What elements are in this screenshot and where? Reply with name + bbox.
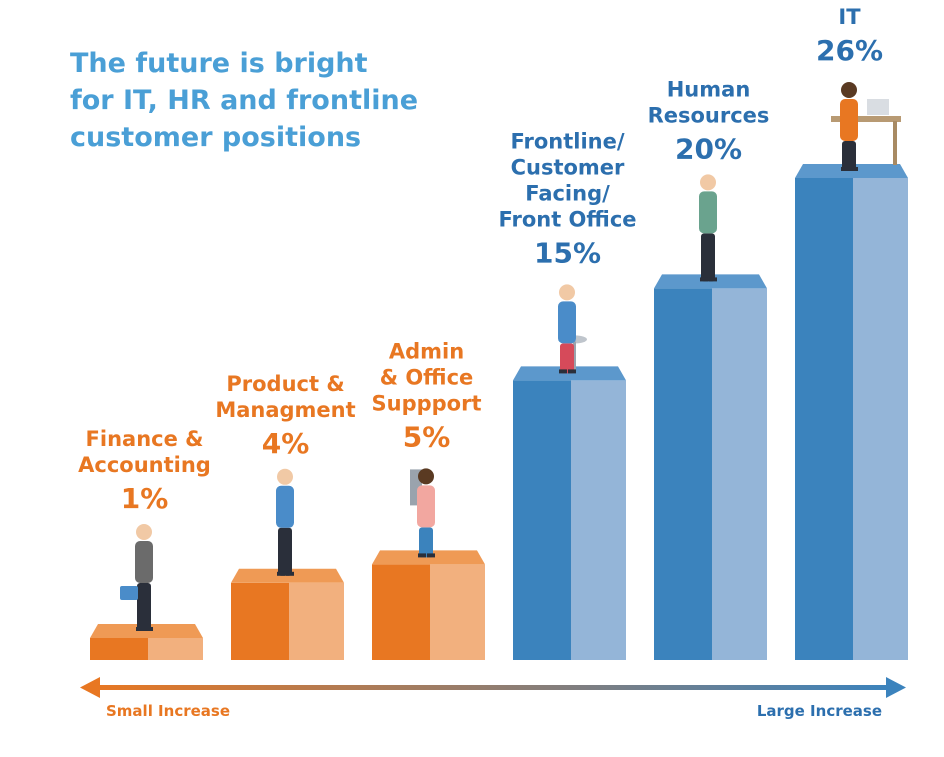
bar-label-2: 4% Product &Managment [215,372,355,460]
bar-category-label: Front Office [498,207,636,231]
bar-front [513,380,571,660]
axis-label-large: Large Increase [757,702,882,720]
bar-value-label: 1% [121,482,169,515]
bar-label-6: 26% IT [816,5,883,67]
bar-5 [654,174,767,660]
bar-value-label: 26% [816,34,883,67]
bar-side [289,582,344,660]
person-woman-office-chair-icon [410,468,435,558]
bar-front [90,638,148,660]
bar-side [853,178,908,660]
bar-category-label: & Office [380,365,474,389]
title-line-2: for IT, HR and frontline [70,85,418,116]
bar-category-label: Product & [226,372,344,396]
person-woman-stool-phone-icon [558,284,587,374]
bar-value-label: 5% [403,420,451,453]
bar-category-label: Facing/ [525,181,610,205]
title-line-3: customer positions [70,122,361,153]
bar-1 [90,524,203,660]
bars-group [90,82,908,660]
bar-front [372,564,430,660]
axis-line [94,685,892,690]
axis-label-small: Small Increase [106,702,230,720]
bar-3 [372,468,485,660]
bar-category-label: Finance & [86,427,204,451]
person-man-laptop-desk-icon [831,82,901,171]
title-line-1: The future is bright [70,48,368,79]
axis-arrow-right-icon [886,677,906,698]
bar-front [231,582,289,660]
bar-value-label: 20% [675,132,742,165]
bar-side [430,564,485,660]
bar-category-label: IT [838,5,861,29]
bar-front [654,288,712,660]
increase-axis: Small Increase Large Increase [80,677,906,720]
bar-labels-group: 1% Finance &Accounting 4% Product &Managmen… [78,5,883,515]
bar-6 [795,82,908,660]
person-woman-presenting-icon [276,468,294,576]
bar-front [795,178,853,660]
bar-category-label: Admin [389,339,464,363]
axis-arrow-left-icon [80,677,100,698]
chart-title: The future is bright for IT, HR and fron… [70,48,418,153]
person-man-on-phone-icon [699,174,717,282]
bar-value-label: 4% [262,427,310,460]
bar-side [571,380,626,660]
bar-category-label: Human [667,77,751,101]
bar-category-label: Suppport [372,391,482,415]
person-businessman-briefcase-icon [120,524,153,631]
bar-category-label: Frontline/ [510,129,624,153]
bar-category-label: Managment [215,398,355,422]
bar-label-1: 1% Finance &Accounting [78,427,211,515]
bar-side [712,288,767,660]
bar-4 [513,284,626,660]
bar-category-label: Customer [511,155,625,179]
bar-value-label: 15% [534,236,601,269]
bar-category-label: Resources [648,103,770,127]
bar-side [148,638,203,660]
bar-category-label: Accounting [78,453,211,477]
bar-2 [231,468,344,660]
